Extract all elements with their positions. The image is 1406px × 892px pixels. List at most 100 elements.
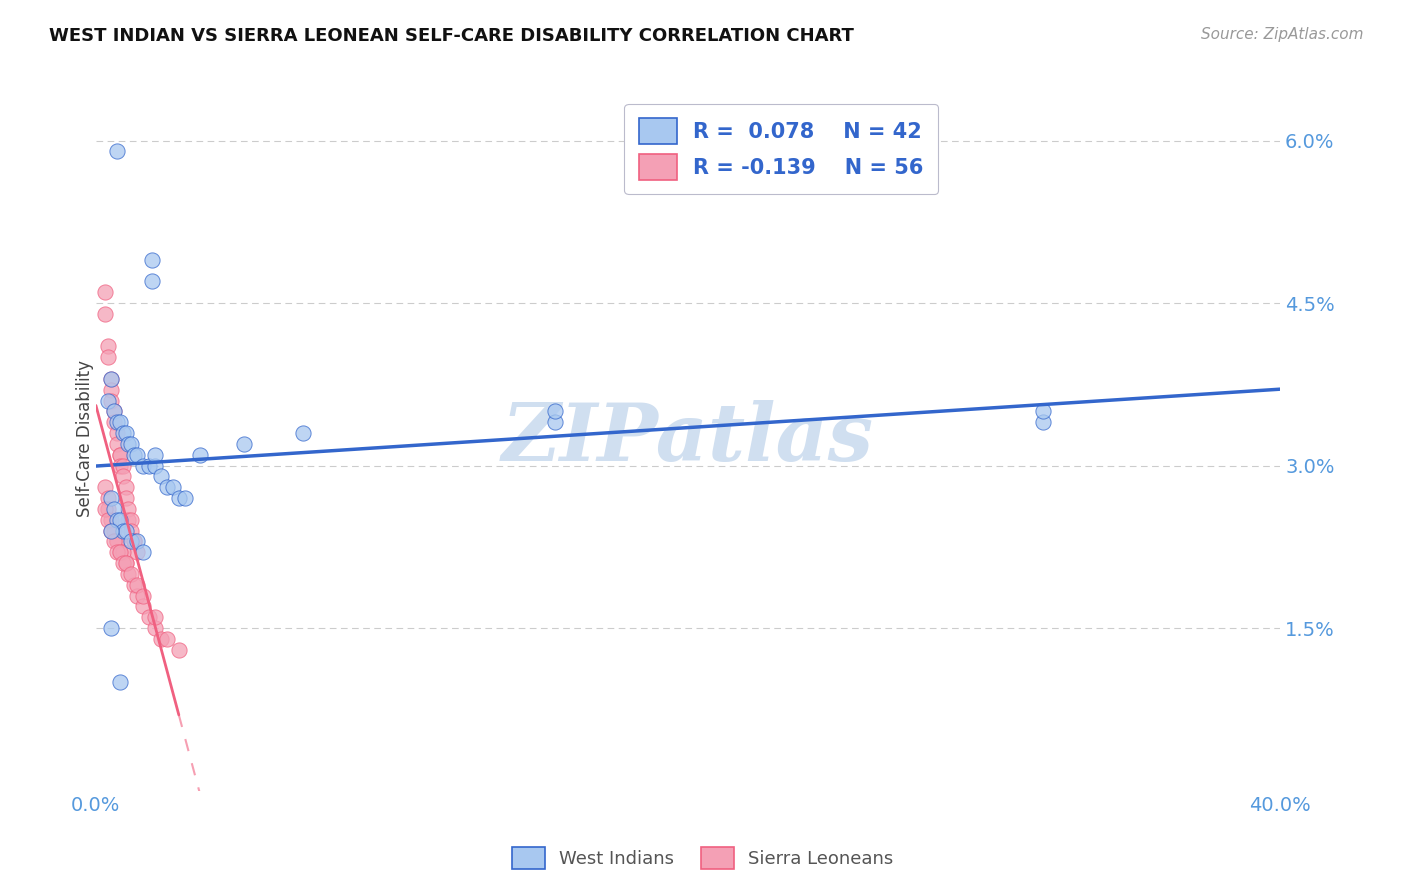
- Point: [97, 393, 120, 408]
- Point: [138, 458, 160, 473]
- Point: [120, 437, 142, 451]
- Point: [105, 145, 128, 159]
- Point: [111, 469, 134, 483]
- Point: [150, 469, 173, 483]
- Point: [97, 351, 120, 365]
- Point: [114, 556, 136, 570]
- Point: [108, 448, 131, 462]
- Point: [100, 393, 122, 408]
- Point: [120, 534, 142, 549]
- Point: [150, 632, 173, 646]
- Point: [120, 513, 142, 527]
- Point: [173, 491, 195, 505]
- Point: [117, 502, 139, 516]
- Point: [127, 448, 149, 462]
- Point: [103, 534, 125, 549]
- Point: [143, 448, 166, 462]
- Point: [100, 372, 122, 386]
- Point: [100, 524, 122, 538]
- Legend: R =  0.078    N = 42, R = -0.139    N = 56: R = 0.078 N = 42, R = -0.139 N = 56: [624, 103, 938, 194]
- Point: [233, 437, 256, 451]
- Point: [108, 415, 131, 429]
- Point: [97, 491, 120, 505]
- Point: [127, 534, 149, 549]
- Point: [100, 621, 122, 635]
- Point: [120, 566, 142, 581]
- Point: [105, 513, 128, 527]
- Point: [94, 502, 117, 516]
- Point: [167, 491, 190, 505]
- Point: [117, 566, 139, 581]
- Point: [138, 610, 160, 624]
- Point: [114, 491, 136, 505]
- Point: [100, 372, 122, 386]
- Point: [111, 556, 134, 570]
- Point: [105, 545, 128, 559]
- Point: [108, 458, 131, 473]
- Point: [100, 491, 122, 505]
- Y-axis label: Self-Care Disability: Self-Care Disability: [76, 360, 94, 517]
- Point: [114, 556, 136, 570]
- Point: [100, 524, 122, 538]
- Point: [103, 524, 125, 538]
- Point: [103, 404, 125, 418]
- Point: [132, 599, 155, 614]
- Point: [114, 426, 136, 441]
- Point: [117, 437, 139, 451]
- Point: [105, 534, 128, 549]
- Point: [156, 480, 179, 494]
- Point: [120, 524, 142, 538]
- Point: [141, 252, 163, 267]
- Text: WEST INDIAN VS SIERRA LEONEAN SELF-CARE DISABILITY CORRELATION CHART: WEST INDIAN VS SIERRA LEONEAN SELF-CARE …: [49, 27, 853, 45]
- Point: [1032, 404, 1054, 418]
- Point: [103, 404, 125, 418]
- Point: [105, 426, 128, 441]
- Point: [114, 480, 136, 494]
- Point: [167, 643, 190, 657]
- Point: [108, 675, 131, 690]
- Point: [124, 578, 146, 592]
- Point: [1032, 415, 1054, 429]
- Point: [162, 480, 184, 494]
- Point: [111, 545, 134, 559]
- Point: [132, 589, 155, 603]
- Point: [100, 513, 122, 527]
- Point: [544, 415, 567, 429]
- Point: [111, 524, 134, 538]
- Text: ZIPatlas: ZIPatlas: [502, 400, 875, 477]
- Point: [143, 610, 166, 624]
- Point: [132, 545, 155, 559]
- Point: [114, 524, 136, 538]
- Legend: West Indians, Sierra Leoneans: West Indians, Sierra Leoneans: [505, 839, 901, 876]
- Point: [103, 415, 125, 429]
- Text: Source: ZipAtlas.com: Source: ZipAtlas.com: [1201, 27, 1364, 42]
- Point: [124, 448, 146, 462]
- Point: [111, 458, 134, 473]
- Point: [108, 545, 131, 559]
- Point: [143, 621, 166, 635]
- Point: [292, 426, 315, 441]
- Point: [97, 339, 120, 353]
- Point: [105, 437, 128, 451]
- Point: [94, 307, 117, 321]
- Point: [94, 285, 117, 300]
- Point: [117, 513, 139, 527]
- Point: [94, 480, 117, 494]
- Point: [100, 383, 122, 397]
- Point: [156, 632, 179, 646]
- Point: [97, 502, 120, 516]
- Point: [127, 545, 149, 559]
- Point: [111, 426, 134, 441]
- Point: [124, 534, 146, 549]
- Point: [103, 502, 125, 516]
- Point: [105, 534, 128, 549]
- Point: [544, 404, 567, 418]
- Point: [188, 448, 211, 462]
- Point: [132, 458, 155, 473]
- Point: [124, 534, 146, 549]
- Point: [141, 274, 163, 288]
- Point: [108, 513, 131, 527]
- Point: [127, 578, 149, 592]
- Point: [108, 448, 131, 462]
- Point: [97, 513, 120, 527]
